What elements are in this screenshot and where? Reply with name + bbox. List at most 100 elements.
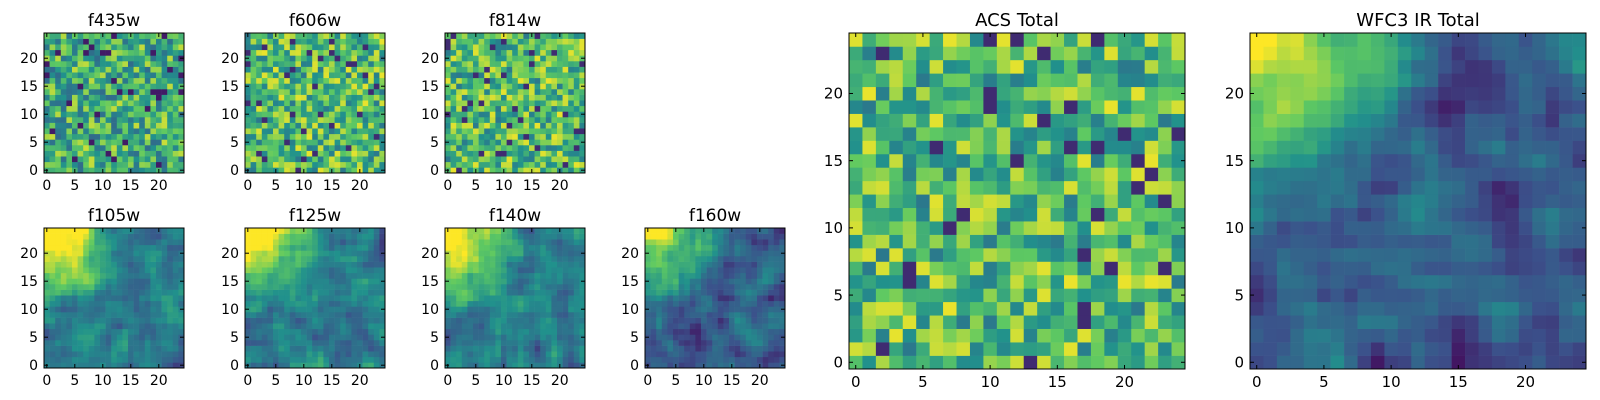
heatmap-cell (529, 72, 535, 79)
heatmap-cell (684, 278, 691, 285)
heatmap-cell (105, 317, 112, 324)
heatmap-cell (557, 328, 563, 335)
heatmap-cell (495, 83, 502, 90)
heatmap-cell (517, 83, 524, 90)
heatmap-cell (128, 44, 134, 51)
heatmap-cell (144, 356, 151, 363)
heatmap-cell (373, 122, 380, 129)
heatmap-cell (373, 145, 380, 151)
heatmap-cell (445, 300, 451, 307)
heatmap-cell (768, 351, 775, 358)
heatmap-cell (506, 317, 513, 324)
heatmap-cell (484, 61, 491, 67)
heatmap-cell (351, 111, 358, 118)
heatmap-cell (278, 49, 285, 56)
heatmap-cell (133, 323, 140, 330)
heatmap-cell (902, 301, 917, 316)
heatmap-cell (461, 306, 468, 313)
heatmap-cell (768, 261, 775, 268)
heatmap-cell (317, 77, 324, 84)
y-tick-label: 15 (421, 274, 439, 290)
heatmap-cell (351, 139, 358, 146)
heatmap-cell (473, 317, 479, 324)
heatmap-cell (667, 250, 674, 257)
heatmap-cell (100, 334, 106, 341)
heatmap-cell (128, 83, 134, 90)
heatmap-cell (673, 340, 679, 346)
heatmap-cell (334, 72, 341, 79)
heatmap-cell (523, 362, 530, 369)
heatmap-cell (329, 55, 335, 62)
heatmap-cell (562, 328, 569, 335)
heatmap-cell (55, 55, 62, 62)
heatmap-cell (762, 239, 769, 246)
heatmap-cell (278, 156, 285, 163)
heatmap-cell (467, 312, 474, 318)
heatmap-cell (116, 77, 123, 84)
heatmap-cell (529, 328, 535, 335)
heatmap-cell (77, 256, 84, 262)
heatmap-cell (256, 312, 263, 318)
heatmap-cell (996, 234, 1011, 249)
heatmap-cell (278, 250, 285, 257)
heatmap-cell (122, 312, 129, 318)
heatmap-cell (116, 228, 123, 234)
heatmap-cell (562, 161, 569, 168)
heatmap-cell (461, 317, 468, 324)
heatmap-cell (94, 272, 101, 279)
heatmap-cell (545, 55, 552, 62)
heatmap-cell (656, 272, 663, 279)
heatmap-cell (345, 49, 352, 56)
heatmap-cell (678, 312, 685, 318)
y-tick-label: 20 (20, 51, 38, 67)
heatmap-cell (267, 267, 274, 274)
heatmap-cell (306, 284, 313, 290)
heatmap-cell (729, 239, 735, 246)
heatmap-cell (667, 345, 674, 352)
heatmap-cell (573, 44, 580, 51)
heatmap-cell (523, 133, 530, 140)
heatmap-cell (111, 272, 118, 279)
heatmap-cell (44, 145, 50, 151)
heatmap-cell (312, 239, 319, 246)
heatmap-cell (734, 306, 741, 313)
heatmap-cell (495, 278, 502, 285)
heatmap-cell (762, 295, 769, 302)
heatmap-cell (1050, 221, 1065, 235)
y-tick-label: 15 (621, 274, 639, 290)
heatmap-cell (484, 77, 491, 84)
heatmap-cell (501, 94, 507, 101)
heatmap-cell (88, 228, 95, 234)
heatmap-cell (729, 272, 735, 279)
heatmap-cell (545, 228, 552, 234)
heatmap-cell (100, 122, 106, 129)
heatmap-cell (943, 248, 957, 262)
heatmap-cell (495, 334, 502, 341)
heatmap-cell (1144, 167, 1159, 182)
heatmap-cell (133, 244, 140, 251)
heatmap-cell (295, 33, 302, 39)
heatmap-cell (66, 117, 73, 123)
heatmap-cell (340, 100, 347, 107)
heatmap-cell (278, 94, 285, 101)
heatmap-cell (172, 261, 179, 268)
heatmap-cell (88, 167, 95, 174)
heatmap-cell (351, 77, 358, 84)
heatmap-cell (473, 72, 479, 79)
heatmap-cell (167, 167, 174, 174)
heatmap-cell (523, 356, 530, 363)
heatmap-cell (128, 244, 134, 251)
heatmap-cell (289, 77, 296, 84)
heatmap-cell (351, 133, 358, 140)
heatmap-cell (105, 334, 112, 341)
heatmap-cell (156, 244, 162, 251)
heatmap-cell (456, 122, 463, 129)
heatmap-cell (467, 105, 474, 112)
heatmap-cell (517, 345, 524, 352)
heatmap-cell (557, 334, 563, 341)
heatmap-cell (450, 72, 457, 79)
heatmap-cell (523, 340, 530, 346)
heatmap-cell (77, 61, 84, 67)
heatmap-cell (540, 156, 547, 163)
heatmap-cell (306, 300, 313, 307)
